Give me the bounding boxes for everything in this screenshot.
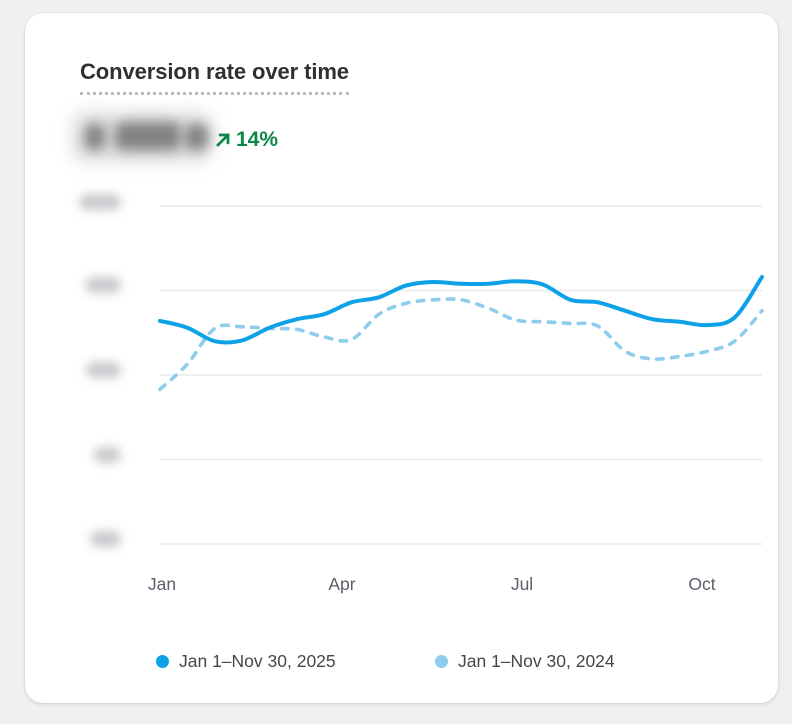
series-line-2025[interactable] [158,275,764,345]
legend-dot-2025 [156,654,169,668]
card-title: Conversion rate over time [80,59,349,95]
series-line-2024[interactable] [158,297,764,392]
x-axis-label-jul: Jul [510,574,534,594]
x-axis-label-oct: Oct [688,574,716,594]
arrow-up-right-icon [216,133,230,147]
y-axis-label-redacted [90,531,121,547]
legend-label-2025: Jan 1–Nov 30, 2025 [179,650,336,671]
legend-label-2024: Jan 1–Nov 30, 2024 [458,650,615,671]
legend-item-2024[interactable]: Jan 1–Nov 30, 2024 [435,649,615,673]
x-axis-label-jan: Jan [147,574,177,594]
x-axis-label-apr: Apr [328,574,356,594]
legend-dot-2024 [435,654,448,668]
y-axis-label-redacted [94,447,121,463]
metric-value-redacted [73,113,211,161]
chart-svg[interactable] [158,193,764,553]
metric-change: 14% [215,125,278,155]
metric-change-value: 14% [236,128,279,151]
conversion-rate-card: Conversion rate over time 14% Jan Apr Ju… [25,13,778,703]
card-title-text: Conversion rate over time [80,59,349,95]
legend-item-2025[interactable]: Jan 1–Nov 30, 2025 [156,649,336,673]
y-axis-label-redacted [79,194,121,210]
y-axis-label-redacted [85,277,121,293]
y-axis-label-redacted [86,362,121,378]
